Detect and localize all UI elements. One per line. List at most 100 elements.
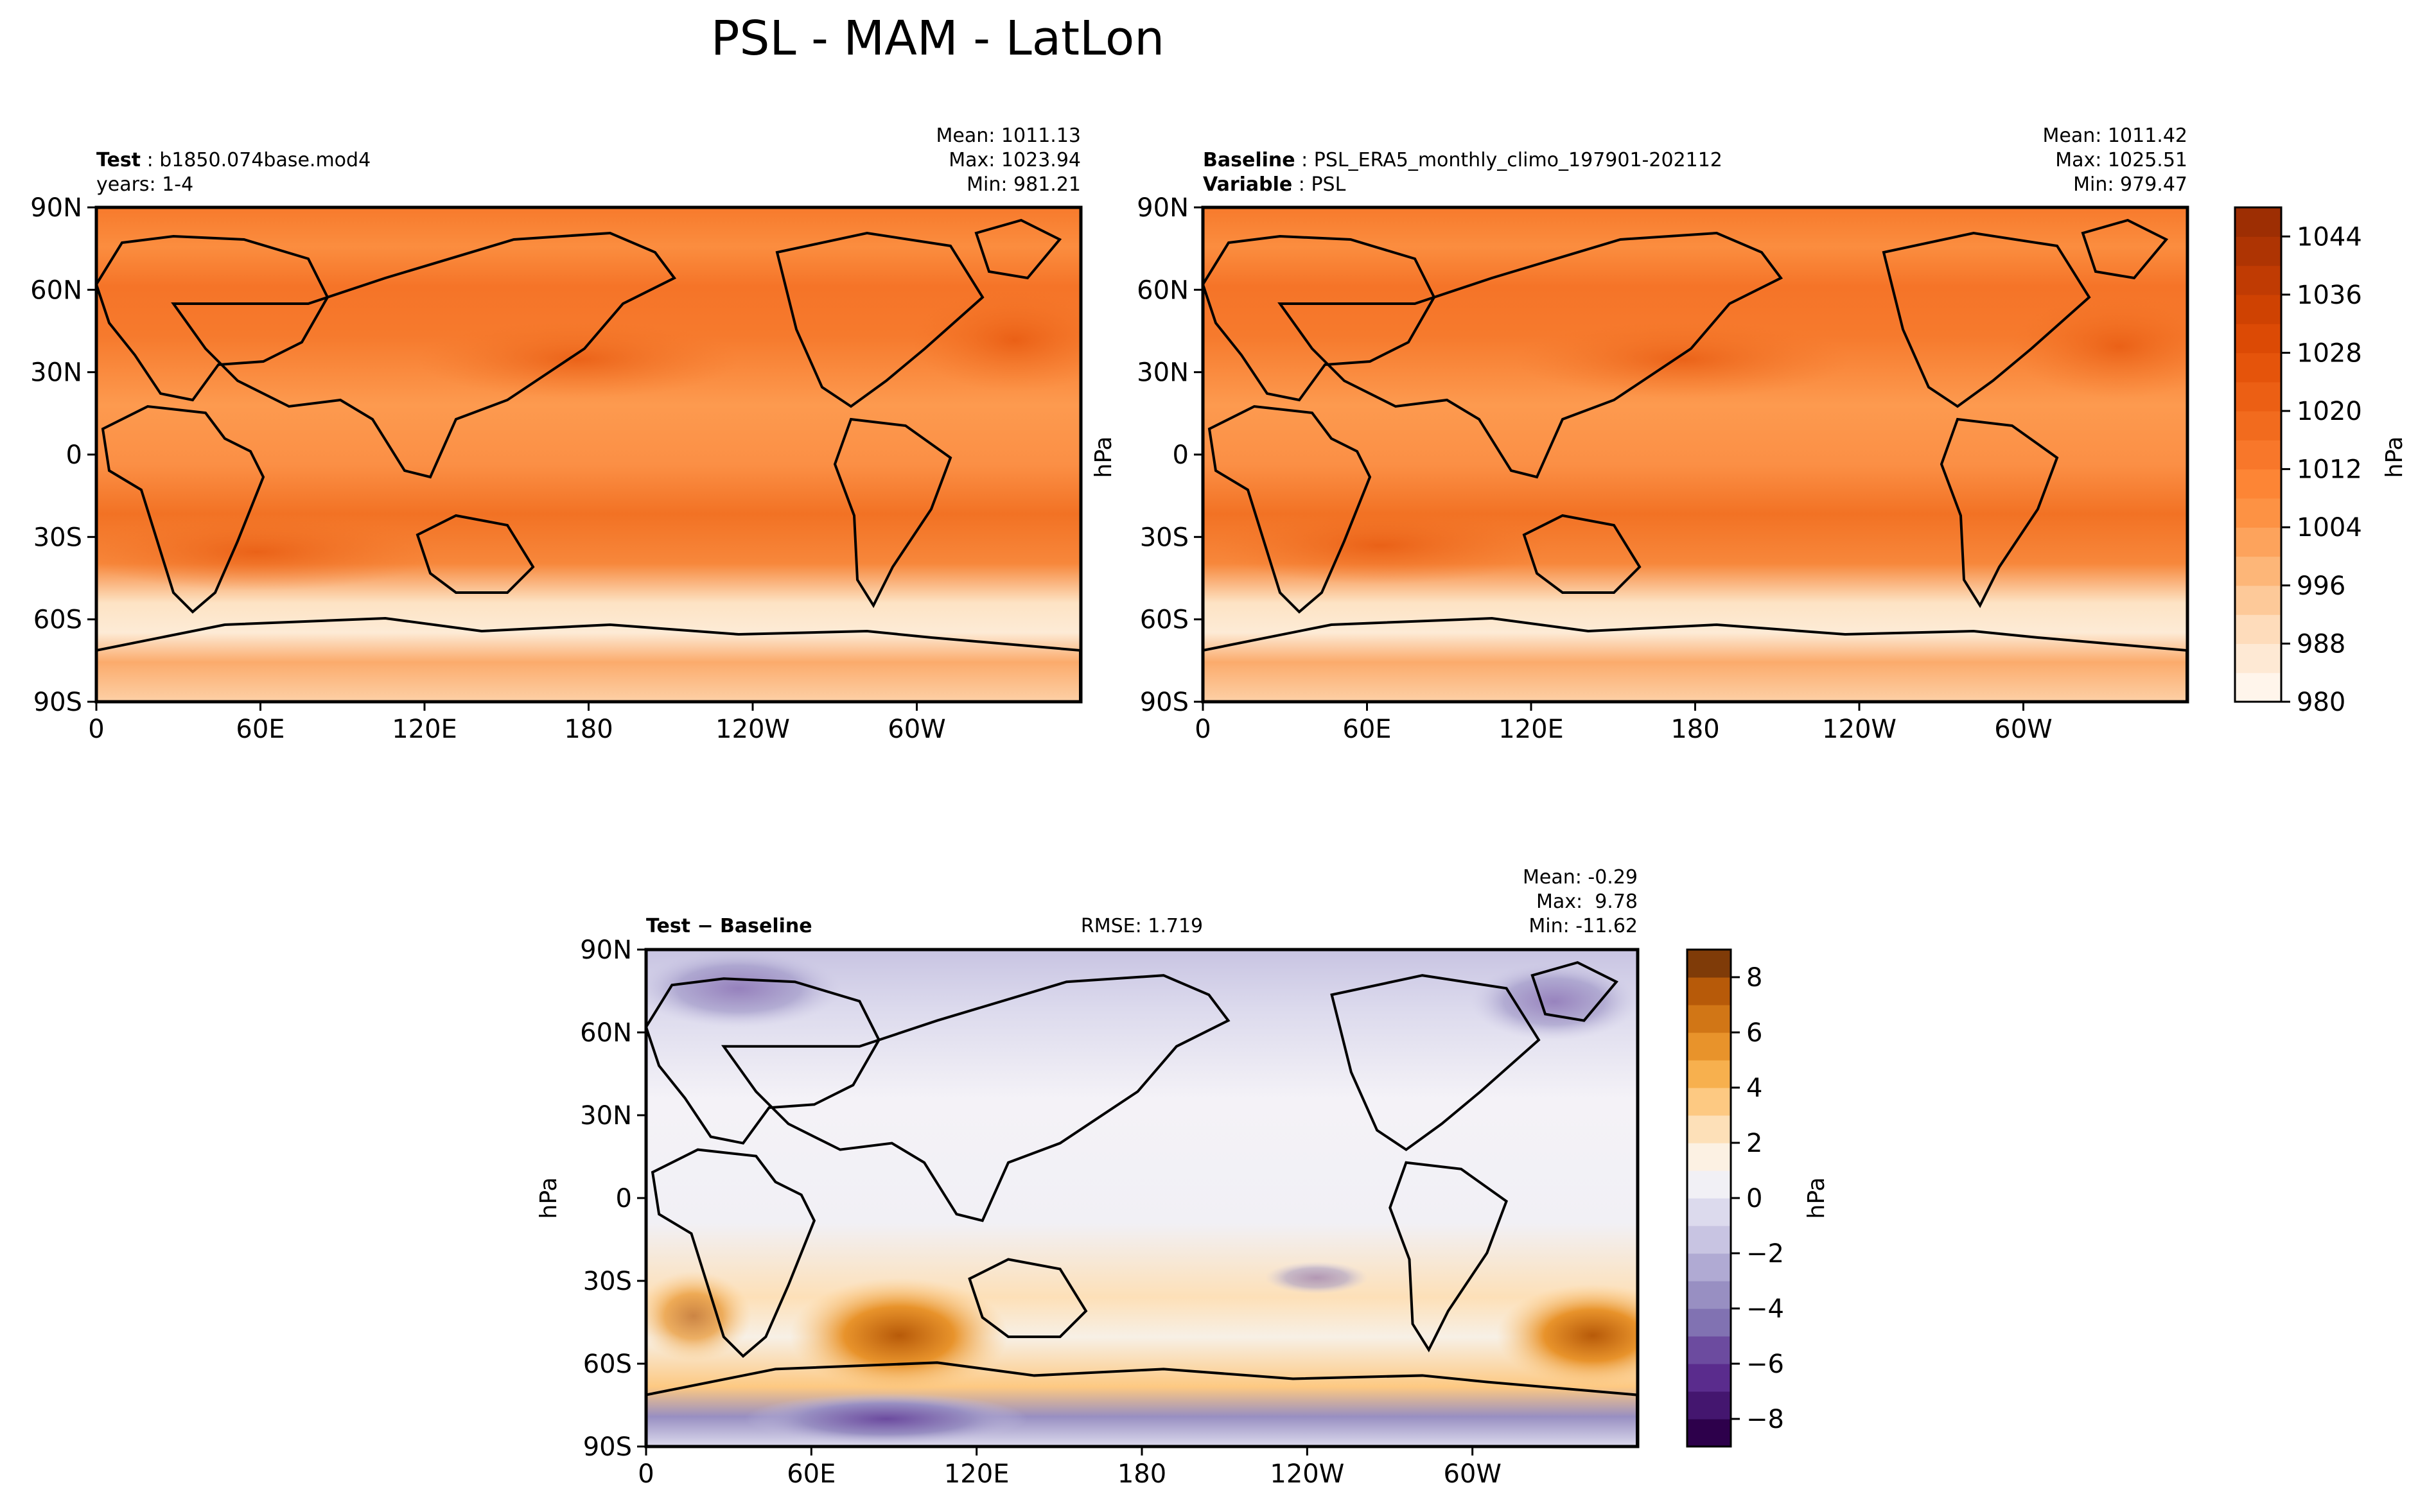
colorbar-swatch (1687, 1226, 1731, 1254)
colorbar-swatch (1687, 1281, 1731, 1309)
x-tick-label: 180 (1117, 1459, 1166, 1489)
diff-map-field (646, 950, 1638, 1447)
diff-colorbar-label: hPa (1803, 1177, 1830, 1219)
diff-rmse: RMSE: 1.719 (1081, 915, 1203, 937)
colorbar-tick-label: 1012 (2297, 455, 2362, 485)
baseline-header-sep: : (1295, 149, 1314, 171)
difference-panel: Test − Baseline RMSE: 1.719 Mean: -0.29 … (536, 866, 1640, 1489)
colorbar-tick-label: 0 (1746, 1184, 1762, 1213)
x-tick-label: 60E (787, 1459, 836, 1489)
x-tick-label: 0 (88, 715, 104, 744)
y-tick-label: 90N (30, 193, 82, 223)
colorbar-tick-label: 1020 (2297, 397, 2362, 426)
x-tick-label: 0 (1195, 715, 1211, 744)
y-tick-label: 30S (33, 523, 82, 552)
colorbar-tick-label: 980 (2297, 688, 2345, 717)
test-header-line2: years: 1-4 (96, 173, 193, 196)
colorbar-swatch (1687, 1419, 1731, 1447)
y-tick-label: 90N (1137, 193, 1189, 223)
colorbar-swatch (2235, 265, 2281, 295)
y-tick-label: 60N (580, 1018, 632, 1048)
colorbar-swatch (2235, 469, 2281, 499)
y-tick-label: 0 (66, 440, 82, 470)
colorbar-swatch (1687, 1088, 1731, 1116)
colorbar-swatch (2235, 498, 2281, 528)
x-tick-label: 120E (1498, 715, 1564, 744)
colorbar-swatch (1687, 1032, 1731, 1061)
test-axis-ticks: 0 60E 120E 180 120W 60W 90N 60N 30N 0 30S 60S 90S (30, 193, 946, 744)
colorbar-tick-label: 8 (1746, 963, 1762, 993)
test-stat-min: Min: 981.21 (967, 173, 1081, 196)
baseline-variable-value: PSL (1311, 173, 1345, 196)
colorbar-tick-label: 1044 (2297, 222, 2362, 252)
y-tick-label: 90S (583, 1432, 632, 1462)
x-tick-label: 60W (1994, 715, 2052, 744)
diff-header-label: Test − Baseline (646, 915, 812, 937)
diff-axis-ticks: 0 60E 120E 180 120W 60W 90N 60N 30N 0 30S 60S 90S (580, 935, 1502, 1489)
colorbar-swatch (2235, 352, 2281, 383)
baseline-header-label: Baseline (1203, 149, 1295, 171)
x-tick-label: 60W (888, 715, 945, 744)
colorbar-swatch (1687, 1170, 1731, 1199)
diff-colorbar: −8 −6 −4 −2 0 2 4 6 8 hPa (1686, 948, 1830, 1448)
main-colorbar: 980 988 996 1004 1012 1020 1028 1036 1044 hPa (2234, 206, 2408, 717)
test-header-value: b1850.074base.mod4 (159, 149, 371, 171)
colorbar-swatch (2235, 381, 2281, 412)
baseline-stat-max: Max: 1025.51 (2055, 149, 2187, 171)
colorbar-swatch (2235, 440, 2281, 470)
baseline-variable-sep: : (1292, 173, 1311, 196)
test-stat-mean: Mean: 1011.13 (936, 125, 1081, 147)
x-tick-label: 180 (564, 715, 613, 744)
test-map-field (96, 207, 1081, 702)
colorbar-swatch (2235, 556, 2281, 586)
colorbar-tick-label: 2 (1746, 1129, 1762, 1158)
colorbar-swatch (1687, 1115, 1731, 1143)
colorbar-swatch (1687, 1198, 1731, 1226)
main-colorbar-ticks: 980 988 996 1004 1012 1020 1028 1036 1044 (2281, 222, 2362, 717)
x-tick-label: 180 (1670, 715, 1719, 744)
colorbar-swatch (1687, 1364, 1731, 1392)
y-tick-label: 0 (1173, 440, 1189, 470)
diff-colorbar-ticks: −8 −6 −4 −2 0 2 4 6 8 (1731, 963, 1784, 1434)
colorbar-swatch (1687, 1005, 1731, 1033)
y-tick-label: 60N (30, 275, 82, 305)
colorbar-swatch (1687, 977, 1731, 1005)
y-tick-label: 60S (583, 1350, 632, 1379)
x-tick-label: 120W (715, 715, 790, 744)
colorbar-swatch (1687, 1308, 1731, 1337)
colorbar-swatch (2235, 614, 2281, 645)
y-tick-label: 0 (616, 1184, 632, 1213)
baseline-ylabel: hPa (1091, 437, 1117, 478)
x-tick-label: 120E (944, 1459, 1010, 1489)
colorbar-swatch (1687, 1336, 1731, 1364)
colorbar-swatch (2235, 527, 2281, 557)
y-tick-label: 90S (1140, 688, 1189, 717)
colorbar-swatch (2235, 294, 2281, 324)
y-tick-label: 90S (33, 688, 82, 717)
colorbar-tick-label: 1036 (2297, 281, 2362, 310)
baseline-header-line2: Variable : PSL (1203, 173, 1346, 196)
test-stat-max: Max: 1023.94 (949, 149, 1081, 171)
colorbar-swatch (2235, 411, 2281, 440)
x-tick-label: 60W (1443, 1459, 1501, 1489)
y-tick-label: 60N (1137, 275, 1189, 305)
colorbar-swatch (2235, 672, 2281, 702)
baseline-axis-ticks: 0 60E 120E 180 120W 60W 90N 60N 30N 0 30S 60S 90S (1137, 193, 2053, 744)
baseline-header-value: PSL_ERA5_monthly_climo_197901-202112 (1314, 149, 1722, 171)
baseline-header-line1: Baseline : PSL_ERA5_monthly_climo_197901… (1203, 149, 1722, 171)
colorbar-tick-label: −6 (1746, 1350, 1784, 1379)
y-tick-label: 60S (1140, 605, 1189, 635)
baseline-stat-mean: Mean: 1011.42 (2043, 125, 2187, 147)
diff-ylabel: hPa (536, 1177, 562, 1219)
colorbar-tick-label: −8 (1746, 1405, 1784, 1434)
colorbar-tick-label: 996 (2297, 571, 2345, 601)
diff-stat-max: Max: 9.78 (1536, 891, 1638, 913)
y-tick-label: 30S (1140, 523, 1189, 552)
test-header-line1: Test : b1850.074base.mod4 (96, 149, 371, 171)
y-tick-label: 30N (580, 1101, 632, 1131)
y-tick-label: 30N (1137, 358, 1189, 388)
y-tick-label: 30S (583, 1267, 632, 1296)
baseline-stat-min: Min: 979.47 (2073, 173, 2187, 196)
baseline-panel: Baseline : PSL_ERA5_monthly_climo_197901… (1091, 125, 2189, 744)
